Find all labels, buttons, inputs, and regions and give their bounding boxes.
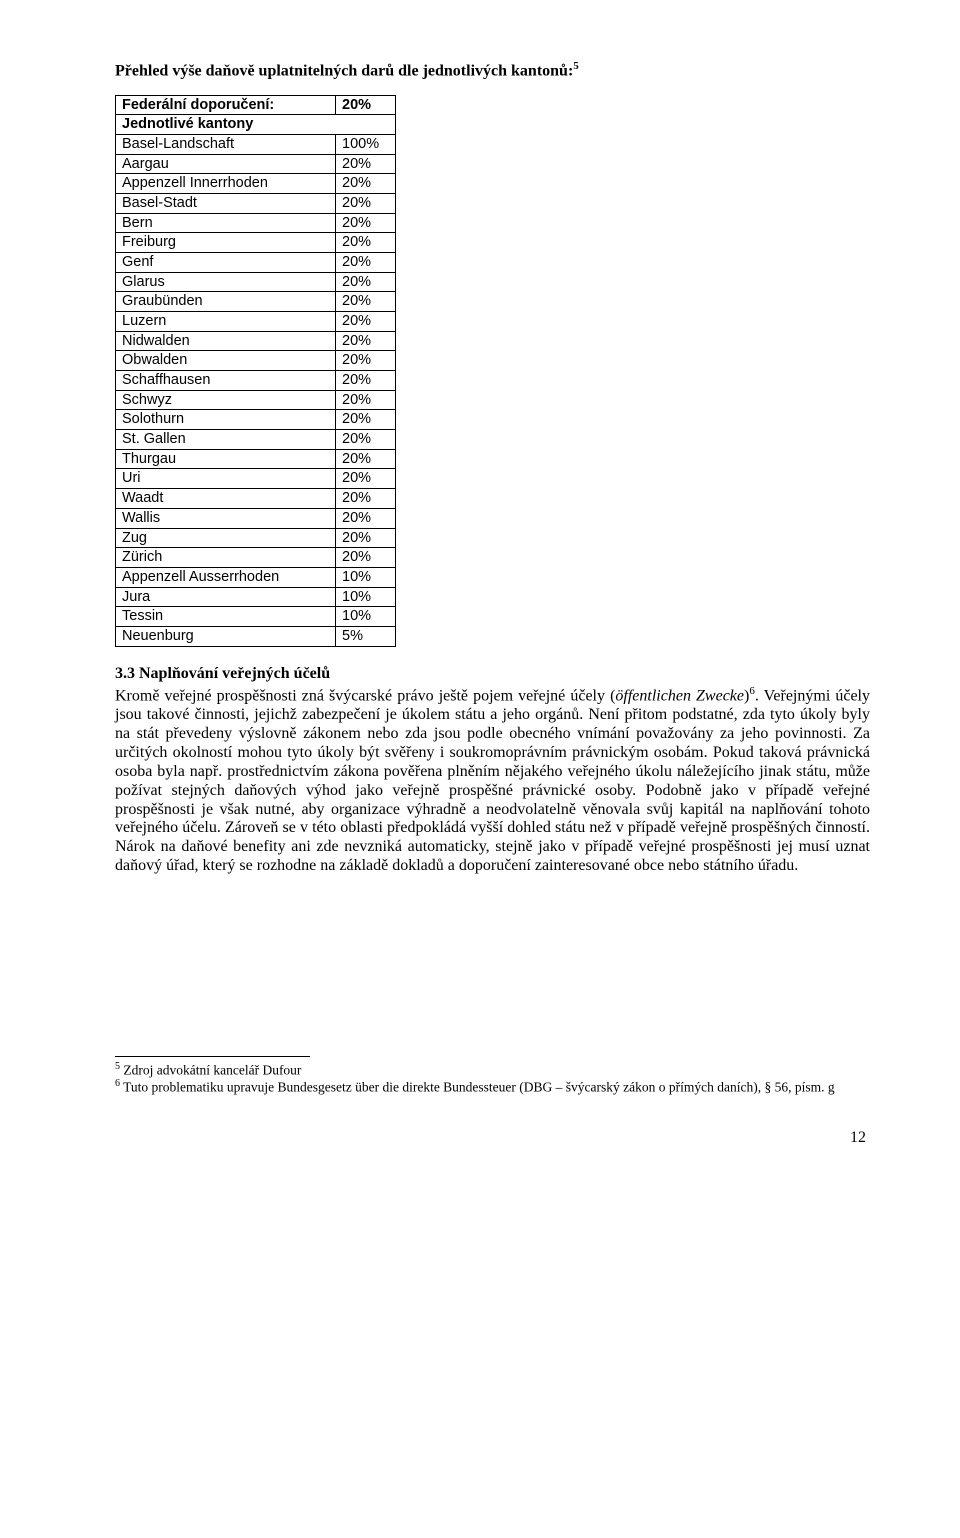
- table-row: Genf20%: [116, 253, 396, 273]
- table-subheader: Jednotlivé kantony: [116, 115, 396, 135]
- table-cell-value: 20%: [336, 174, 396, 194]
- table-row: Bern20%: [116, 213, 396, 233]
- table-header-row: Federální doporučení: 20%: [116, 95, 396, 115]
- table-cell-name: Appenzell Ausserrhoden: [116, 567, 336, 587]
- table-cell-value: 20%: [336, 292, 396, 312]
- footnote-text: Zdroj advokátní kancelář Dufour: [120, 1063, 301, 1078]
- table-cell-value: 20%: [336, 272, 396, 292]
- table-cell-value: 20%: [336, 233, 396, 253]
- table-cell-name: St. Gallen: [116, 430, 336, 450]
- section-paragraph: Kromě veřejné prospěšnosti zná švýcarské…: [115, 685, 870, 876]
- table-row: Nidwalden20%: [116, 331, 396, 351]
- table-cell-name: Waadt: [116, 489, 336, 509]
- table-row: Jura10%: [116, 587, 396, 607]
- table-row: Zug20%: [116, 528, 396, 548]
- table-cell-value: 10%: [336, 587, 396, 607]
- table-row: Uri20%: [116, 469, 396, 489]
- table-cell-name: Basel-Stadt: [116, 194, 336, 214]
- table-cell-name: Zürich: [116, 548, 336, 568]
- table-row: Glarus20%: [116, 272, 396, 292]
- table-cell-name: Uri: [116, 469, 336, 489]
- table-row: Tessin10%: [116, 607, 396, 627]
- table-row: Freiburg20%: [116, 233, 396, 253]
- table-row: Schaffhausen20%: [116, 371, 396, 391]
- table-cell-name: Genf: [116, 253, 336, 273]
- table-cell-value: 20%: [336, 154, 396, 174]
- table-cell-value: 20%: [336, 528, 396, 548]
- table-cell-name: Schaffhausen: [116, 371, 336, 391]
- table-cell-value: 20%: [336, 489, 396, 509]
- table-cell-value: 10%: [336, 567, 396, 587]
- table-cell-name: Appenzell Innerrhoden: [116, 174, 336, 194]
- page-title: Přehled výše daňově uplatnitelných darů …: [115, 60, 870, 81]
- table-row: Neuenburg5%: [116, 626, 396, 646]
- table-cell-name: Tessin: [116, 607, 336, 627]
- table-row: Luzern20%: [116, 312, 396, 332]
- table-cell-name: Nidwalden: [116, 331, 336, 351]
- table-cell-value: 20%: [336, 390, 396, 410]
- table-cell-value: 5%: [336, 626, 396, 646]
- section-heading: 3.3 Naplňování veřejných účelů: [115, 665, 870, 683]
- table-row: Schwyz20%: [116, 390, 396, 410]
- table-header-label: Federální doporučení:: [116, 95, 336, 115]
- table-cell-value: 20%: [336, 331, 396, 351]
- page-number: 12: [115, 1129, 870, 1147]
- table-cell-name: Thurgau: [116, 449, 336, 469]
- table-cell-value: 20%: [336, 469, 396, 489]
- table-cell-value: 20%: [336, 548, 396, 568]
- footnote: 6 Tuto problematiku upravuje Bundesgeset…: [115, 1078, 870, 1095]
- table-cell-name: Graubünden: [116, 292, 336, 312]
- table-cell-value: 20%: [336, 194, 396, 214]
- table-row: Solothurn20%: [116, 410, 396, 430]
- table-row: Aargau20%: [116, 154, 396, 174]
- table-cell-name: Zug: [116, 528, 336, 548]
- table-row: Appenzell Innerrhoden20%: [116, 174, 396, 194]
- table-cell-value: 10%: [336, 607, 396, 627]
- table-cell-value: 20%: [336, 449, 396, 469]
- table-row: Appenzell Ausserrhoden10%: [116, 567, 396, 587]
- table-cell-value: 20%: [336, 253, 396, 273]
- table-cell-value: 20%: [336, 312, 396, 332]
- paragraph-text-rest: . Veřejnými účely jsou takové činnosti, …: [115, 687, 870, 874]
- table-row: Wallis20%: [116, 508, 396, 528]
- table-cell-value: 20%: [336, 371, 396, 391]
- table-header-value: 20%: [336, 95, 396, 115]
- footnote: 5 Zdroj advokátní kancelář Dufour: [115, 1061, 870, 1078]
- footnotes: 5 Zdroj advokátní kancelář Dufour6 Tuto …: [115, 1061, 870, 1095]
- table-cell-value: 20%: [336, 351, 396, 371]
- table-row: Thurgau20%: [116, 449, 396, 469]
- table-cell-value: 20%: [336, 213, 396, 233]
- table-row: Obwalden20%: [116, 351, 396, 371]
- title-text: Přehled výše daňově uplatnitelných darů …: [115, 62, 573, 79]
- table-cell-name: Schwyz: [116, 390, 336, 410]
- title-footnote-ref: 5: [573, 60, 579, 72]
- table-cell-value: 20%: [336, 508, 396, 528]
- table-cell-name: Wallis: [116, 508, 336, 528]
- paragraph-italic: öffentlichen Zwecke: [615, 687, 744, 704]
- table-cell-value: 100%: [336, 135, 396, 155]
- table-row: Zürich20%: [116, 548, 396, 568]
- table-cell-name: Bern: [116, 213, 336, 233]
- table-row: Waadt20%: [116, 489, 396, 509]
- table-row: Graubünden20%: [116, 292, 396, 312]
- table-cell-name: Glarus: [116, 272, 336, 292]
- table-row: Basel-Stadt20%: [116, 194, 396, 214]
- table-cell-name: Jura: [116, 587, 336, 607]
- table-cell-name: Freiburg: [116, 233, 336, 253]
- table-cell-name: Obwalden: [116, 351, 336, 371]
- table-cell-value: 20%: [336, 410, 396, 430]
- table-cell-name: Basel-Landschaft: [116, 135, 336, 155]
- table-row: Basel-Landschaft100%: [116, 135, 396, 155]
- cantons-table: Federální doporučení: 20% Jednotlivé kan…: [115, 95, 396, 647]
- table-cell-name: Aargau: [116, 154, 336, 174]
- table-row: St. Gallen20%: [116, 430, 396, 450]
- footnote-separator: [115, 1056, 310, 1057]
- paragraph-text-before-italic: Kromě veřejné prospěšnosti zná švýcarské…: [115, 687, 615, 704]
- table-cell-name: Luzern: [116, 312, 336, 332]
- table-cell-value: 20%: [336, 430, 396, 450]
- table-cell-name: Solothurn: [116, 410, 336, 430]
- table-cell-name: Neuenburg: [116, 626, 336, 646]
- table-subheader-row: Jednotlivé kantony: [116, 115, 396, 135]
- footnote-text: Tuto problematiku upravuje Bundesgesetz …: [120, 1080, 835, 1095]
